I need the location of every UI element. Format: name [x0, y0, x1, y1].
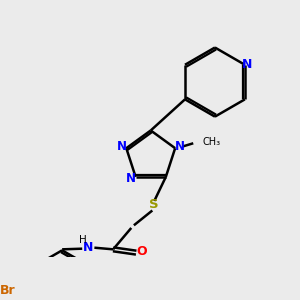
- Text: N: N: [82, 241, 93, 254]
- Text: N: N: [242, 58, 252, 70]
- Text: S: S: [149, 198, 159, 212]
- Text: O: O: [137, 245, 147, 259]
- Text: N: N: [175, 140, 185, 153]
- Text: N: N: [117, 140, 127, 153]
- Text: N: N: [126, 172, 136, 185]
- Text: Br: Br: [0, 284, 15, 297]
- Text: H: H: [79, 236, 86, 245]
- Text: CH₃: CH₃: [202, 136, 220, 147]
